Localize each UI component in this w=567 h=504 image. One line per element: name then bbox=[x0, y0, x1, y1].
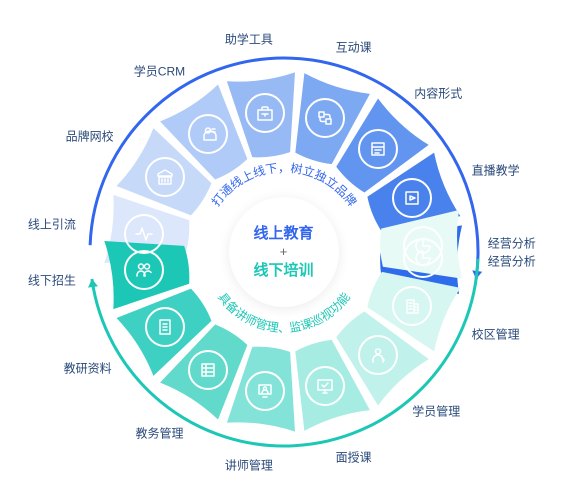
crm-icon bbox=[188, 114, 228, 154]
segment-label: 互动课 bbox=[336, 38, 372, 55]
play-icon bbox=[392, 178, 432, 218]
segment-label: 助学工具 bbox=[225, 30, 273, 47]
segment-label: 讲师管理 bbox=[225, 457, 273, 474]
content-icon bbox=[358, 129, 398, 169]
center-circle: 线上教育 + 线下培训 bbox=[229, 197, 339, 307]
segment-label: 学员CRM bbox=[134, 62, 185, 79]
segment-label: 学员管理 bbox=[412, 402, 460, 419]
segment-label: 内容形式 bbox=[414, 85, 462, 102]
segment-label: 经营分析 bbox=[488, 234, 536, 251]
segment-label: 面授课 bbox=[336, 449, 372, 466]
pulse-icon bbox=[124, 214, 164, 254]
people-icon bbox=[124, 250, 164, 290]
segment-label: 直播教学 bbox=[472, 161, 520, 178]
radial-diagram: 线上教育 + 线下培训 打通线上线下，树立独立品牌 具备讲师管理、监课巡视功能 … bbox=[0, 0, 567, 504]
segment-label: 线上引流 bbox=[28, 215, 76, 232]
list-icon bbox=[188, 350, 228, 390]
interact-icon bbox=[305, 98, 345, 138]
segment-label: 品牌网校 bbox=[66, 128, 114, 145]
teacher-icon bbox=[245, 371, 285, 411]
building-icon bbox=[392, 286, 432, 326]
center-line1: 线上教育 bbox=[253, 223, 313, 244]
monitor-icon bbox=[305, 366, 345, 406]
segment-label: 校区管理 bbox=[472, 326, 520, 343]
center-line2: 线下培训 bbox=[253, 260, 313, 281]
segment-label: 教务管理 bbox=[135, 425, 183, 442]
segment-label: 线下招生 bbox=[28, 272, 76, 289]
segment-label: 教研资料 bbox=[64, 359, 112, 376]
student-icon bbox=[358, 335, 398, 375]
segment-label: 经营分析 bbox=[488, 253, 536, 270]
center-plus: + bbox=[280, 244, 288, 260]
doc-icon bbox=[145, 307, 185, 347]
briefcase-icon bbox=[245, 93, 285, 133]
school-icon bbox=[145, 157, 185, 197]
pie-icon bbox=[403, 226, 443, 266]
